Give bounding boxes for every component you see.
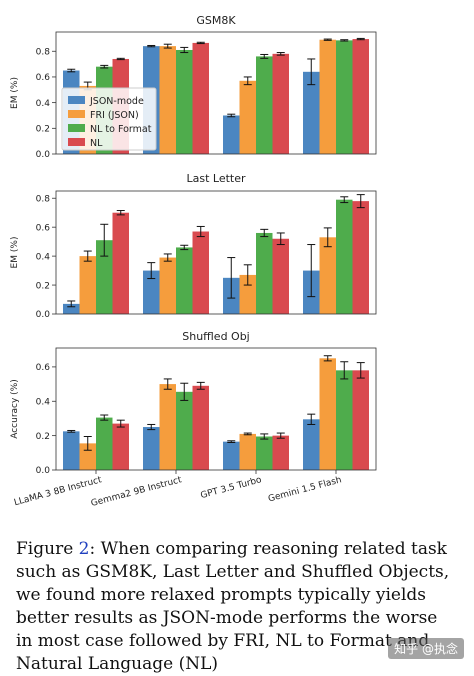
- bar: [223, 441, 240, 470]
- y-tick-label: 0.6: [36, 223, 51, 233]
- y-axis-label: EM (%): [10, 77, 20, 109]
- bar: [352, 39, 369, 154]
- bar: [159, 46, 176, 155]
- bar: [79, 443, 96, 470]
- bar: [79, 256, 96, 314]
- bar: [176, 247, 193, 314]
- bar: [176, 391, 193, 470]
- bar: [256, 232, 273, 314]
- chart-title: Last Letter: [186, 172, 246, 185]
- bar: [192, 42, 209, 155]
- y-tick-label: 0.8: [36, 194, 51, 204]
- y-axis-label: EM (%): [10, 237, 20, 269]
- plot-frame: [55, 31, 377, 155]
- chart-panel-2: Last Letter EM (%) 0.0 0.2 0.4 0.6 0.8: [10, 172, 377, 320]
- x-tick-label: GPT 3.5 Turbo: [200, 475, 264, 501]
- y-tick-label: 0.0: [36, 150, 51, 160]
- bar: [176, 49, 193, 155]
- chart-title: Shuffled Obj: [182, 330, 250, 343]
- chart-title: GSM8K: [196, 14, 236, 27]
- legend-swatch: [68, 96, 85, 104]
- y-axis-label: Accuracy (%): [10, 379, 20, 439]
- y-tick-label: 0.6: [36, 363, 51, 373]
- x-tick-label: Gemini 1.5 Flash: [267, 475, 343, 504]
- bar: [303, 71, 320, 154]
- y-tick-label: 0.2: [36, 281, 50, 291]
- legend-swatch: [68, 110, 85, 118]
- x-tick-label: LLaMA 3 8B Instruct: [13, 475, 103, 508]
- bar: [336, 370, 353, 470]
- bar: [63, 303, 80, 314]
- bar: [319, 39, 336, 154]
- bar: [159, 257, 176, 314]
- bar: [319, 237, 336, 314]
- bar: [256, 56, 273, 154]
- y-tick-label: 0.2: [36, 125, 50, 135]
- bar: [352, 370, 369, 470]
- bar: [192, 385, 209, 470]
- y-tick-label: 0.8: [36, 47, 51, 57]
- bar: [319, 358, 336, 470]
- caption-label: Figure: [16, 539, 79, 559]
- legend-label: JSON-mode: [89, 96, 144, 107]
- plot-frame: [55, 347, 377, 471]
- y-tick-label: 0.4: [36, 252, 51, 262]
- plot-frame: [55, 190, 377, 315]
- bar: [239, 433, 256, 470]
- x-tick-label: Gemma2 9B Instruct: [90, 475, 183, 509]
- y-tick-label: 0.2: [36, 432, 50, 442]
- legend: JSON-mode FRI (JSON) NL to Format NL: [61, 87, 157, 151]
- y-tick-label: 0.4: [36, 397, 51, 407]
- bar: [112, 212, 129, 314]
- bar: [272, 53, 289, 155]
- bar: [143, 427, 160, 470]
- bar: [352, 201, 369, 314]
- bar: [239, 80, 256, 154]
- bar: [192, 231, 209, 314]
- bar: [336, 199, 353, 314]
- bar: [96, 240, 113, 314]
- legend-label: NL to Format: [90, 124, 152, 135]
- bar: [223, 115, 240, 154]
- bar: [303, 419, 320, 470]
- bar: [63, 431, 80, 470]
- caption-figure-number[interactable]: 2: [78, 539, 90, 559]
- bar: [112, 423, 129, 470]
- figure-charts: GSM8K EM (%) 0.0 0.2 0.4 0.6 0.8 JSON-mode FRI (…: [10, 14, 377, 509]
- bar: [96, 417, 113, 470]
- chart-panel-1: GSM8K EM (%) 0.0 0.2 0.4 0.6 0.8 JSON-mode FRI (…: [10, 14, 377, 160]
- caption-text: : When comparing reasoning related task …: [16, 539, 450, 674]
- legend-swatch: [68, 138, 85, 146]
- bar: [272, 435, 289, 470]
- chart-panel-3: Shuffled Obj Accuracy (%) 0.0 0.2 0.4 0.6 LLaM…: [10, 330, 377, 509]
- bar: [159, 384, 176, 470]
- y-tick-label: 0.0: [36, 310, 51, 320]
- y-tick-label: 0.4: [36, 99, 51, 109]
- legend-label: NL: [90, 138, 103, 149]
- bar: [336, 40, 353, 155]
- legend-box: [61, 87, 157, 151]
- y-tick-label: 0.6: [36, 73, 51, 83]
- bar: [256, 436, 273, 470]
- figure-caption: Figure 2: When comparing reasoning relat…: [16, 538, 456, 676]
- y-tick-label: 0.0: [36, 466, 51, 476]
- bar: [239, 274, 256, 314]
- legend-swatch: [68, 124, 85, 132]
- bar: [272, 238, 289, 314]
- legend-label: FRI (JSON): [90, 110, 139, 121]
- zhihu-watermark: 知乎 @执念: [388, 638, 464, 659]
- bar: [143, 270, 160, 314]
